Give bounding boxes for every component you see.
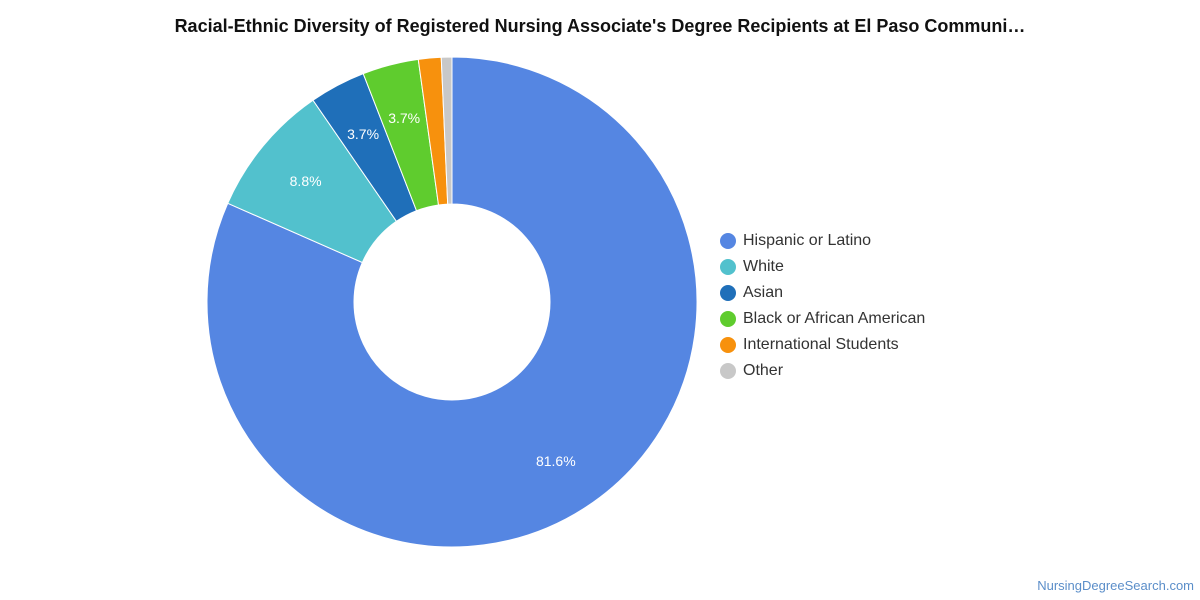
data-label-asian: 3.7% <box>347 126 379 142</box>
chart-legend: Hispanic or Latino White Asian Black or Afr… <box>720 228 925 384</box>
slice-hispanic-or-latino[interactable] <box>206 56 698 548</box>
legend-label: White <box>743 258 784 275</box>
data-label-black-or-african-american: 3.7% <box>388 110 420 126</box>
legend-item-black-or-african-american[interactable]: Black or African American <box>720 306 925 332</box>
data-label-hispanic-or-latino: 81.6% <box>536 453 576 469</box>
legend-label: Other <box>743 362 784 379</box>
legend-item-international-students[interactable]: International Students <box>720 332 925 358</box>
legend-item-white[interactable]: White <box>720 254 925 280</box>
legend-swatch <box>720 363 736 379</box>
legend-item-hispanic-or-latino[interactable]: Hispanic or Latino <box>720 228 925 254</box>
legend-swatch <box>720 337 736 353</box>
legend-label: Asian <box>743 284 784 301</box>
legend-swatch <box>720 311 736 327</box>
legend-item-other[interactable]: Other <box>720 358 925 384</box>
slice-other[interactable] <box>440 56 453 205</box>
legend-label: Hispanic or Latino <box>743 232 872 249</box>
data-label-white: 8.8% <box>290 173 322 189</box>
legend-label: International Students <box>743 336 899 353</box>
legend-swatch <box>720 259 736 275</box>
site-credit[interactable]: NursingDegreeSearch.com <box>1037 578 1194 593</box>
chart-title: Racial-Ethnic Diversity of Registered Nu… <box>174 16 1026 36</box>
legend-label: Black or African American <box>743 310 926 327</box>
legend-swatch <box>720 233 736 249</box>
legend-item-asian[interactable]: Asian <box>720 280 925 306</box>
legend-swatch <box>720 285 736 301</box>
